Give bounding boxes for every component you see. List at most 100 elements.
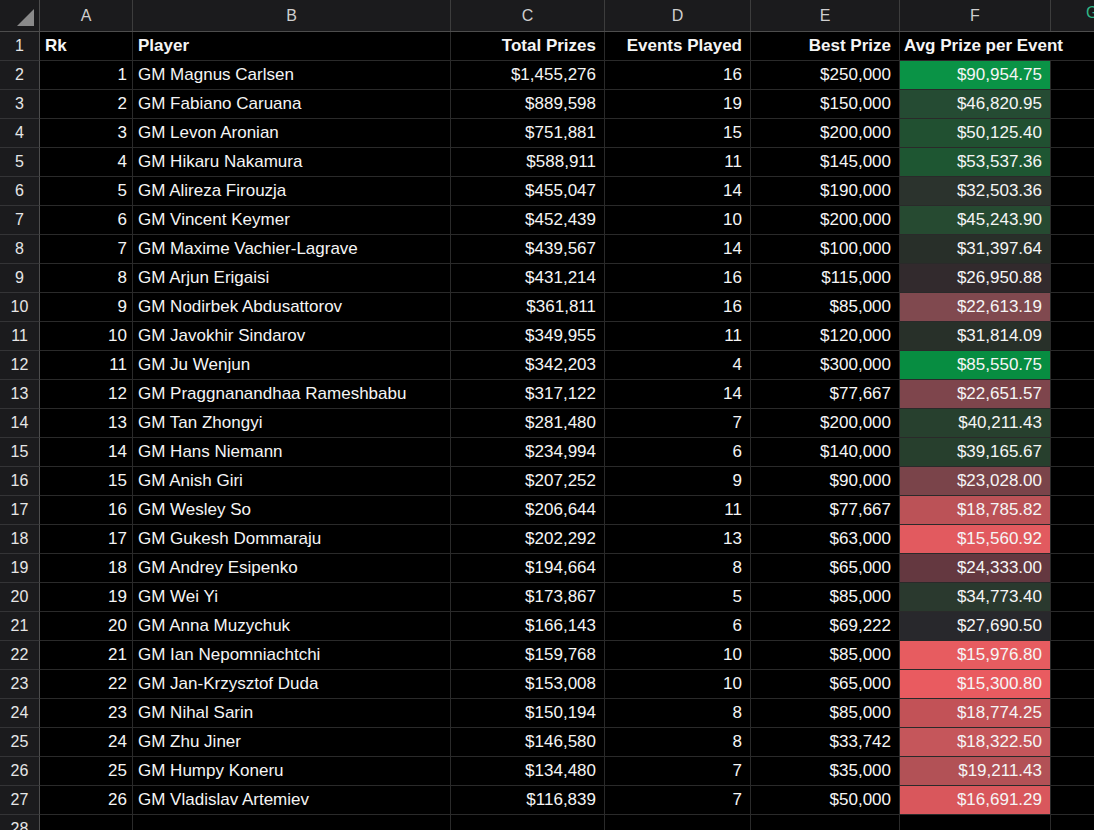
cell-avg-prize[interactable]: $24,333.00: [900, 554, 1051, 583]
cell-events-played[interactable]: 7: [605, 409, 751, 438]
cell-empty-g[interactable]: [1051, 148, 1094, 177]
cell-empty-g[interactable]: [1051, 757, 1094, 786]
cell-avg-prize[interactable]: $19,211.43: [900, 757, 1051, 786]
cell-events-played[interactable]: 10: [605, 206, 751, 235]
cell-player[interactable]: GM Zhu Jiner: [133, 728, 451, 757]
cell-avg-prize[interactable]: $15,560.92: [900, 525, 1051, 554]
cell-player[interactable]: GM Levon Aronian: [133, 119, 451, 148]
row-number[interactable]: 11: [0, 322, 40, 351]
cell-rank[interactable]: 16: [40, 496, 133, 525]
cell-avg-prize[interactable]: $18,785.82: [900, 496, 1051, 525]
cell-events-played[interactable]: 13: [605, 525, 751, 554]
cell-empty-g[interactable]: [1051, 554, 1094, 583]
cell-empty-g[interactable]: [1051, 322, 1094, 351]
cell-total-prizes[interactable]: $751,881: [451, 119, 605, 148]
cell-best-prize[interactable]: $69,222: [751, 612, 900, 641]
cell-total-prizes[interactable]: $194,664: [451, 554, 605, 583]
cell-best-prize[interactable]: $85,000: [751, 583, 900, 612]
cell-avg-prize[interactable]: $15,300.80: [900, 670, 1051, 699]
cell-player[interactable]: GM Hikaru Nakamura: [133, 148, 451, 177]
cell-avg-prize[interactable]: $26,950.88: [900, 264, 1051, 293]
cell-avg-prize[interactable]: $31,814.09: [900, 322, 1051, 351]
cell-player[interactable]: GM Wesley So: [133, 496, 451, 525]
row-number[interactable]: 10: [0, 293, 40, 322]
cell-total-prizes[interactable]: $173,867: [451, 583, 605, 612]
row-number[interactable]: 23: [0, 670, 40, 699]
cell-rank[interactable]: 17: [40, 525, 133, 554]
cell-events-played[interactable]: 19: [605, 90, 751, 119]
header-cell-total-prizes[interactable]: Total Prizes: [451, 32, 605, 61]
cell-total-prizes[interactable]: $455,047: [451, 177, 605, 206]
header-cell-best-prize[interactable]: Best Prize: [751, 32, 900, 61]
cell-total-prizes[interactable]: $1,455,276: [451, 61, 605, 90]
cell-avg-prize[interactable]: $16,691.29: [900, 786, 1051, 815]
cell-rank[interactable]: 5: [40, 177, 133, 206]
cell-events-played[interactable]: 4: [605, 351, 751, 380]
cell-events-played[interactable]: [605, 815, 751, 830]
cell-best-prize[interactable]: $63,000: [751, 525, 900, 554]
cell-player[interactable]: GM Humpy Koneru: [133, 757, 451, 786]
cell-empty-g[interactable]: [1051, 525, 1094, 554]
cell-best-prize[interactable]: $200,000: [751, 409, 900, 438]
cell-events-played[interactable]: 14: [605, 177, 751, 206]
cell-avg-prize[interactable]: $45,243.90: [900, 206, 1051, 235]
cell-events-played[interactable]: 8: [605, 554, 751, 583]
cell-empty-g[interactable]: [1051, 177, 1094, 206]
header-cell-avg-prize[interactable]: Avg Prize per Event: [900, 32, 1051, 61]
cell-best-prize[interactable]: $65,000: [751, 554, 900, 583]
cell-best-prize[interactable]: $90,000: [751, 467, 900, 496]
cell-rank[interactable]: 8: [40, 264, 133, 293]
cell-player[interactable]: GM Anna Muzychuk: [133, 612, 451, 641]
cell-best-prize[interactable]: $200,000: [751, 119, 900, 148]
cell-avg-prize[interactable]: $23,028.00: [900, 467, 1051, 496]
cell-best-prize[interactable]: $85,000: [751, 641, 900, 670]
cell-empty-g[interactable]: [1051, 815, 1094, 830]
cell-best-prize[interactable]: $190,000: [751, 177, 900, 206]
cell-best-prize[interactable]: $115,000: [751, 264, 900, 293]
cell-rank[interactable]: 20: [40, 612, 133, 641]
header-cell-rk[interactable]: Rk: [40, 32, 133, 61]
cell-avg-prize[interactable]: $22,613.19: [900, 293, 1051, 322]
cell-empty-g[interactable]: [1051, 438, 1094, 467]
cell-total-prizes[interactable]: $146,580: [451, 728, 605, 757]
cell-best-prize[interactable]: $250,000: [751, 61, 900, 90]
cell-rank[interactable]: 15: [40, 467, 133, 496]
cell-events-played[interactable]: 8: [605, 699, 751, 728]
cell-rank[interactable]: 7: [40, 235, 133, 264]
cell-rank[interactable]: 21: [40, 641, 133, 670]
cell-rank[interactable]: [40, 815, 133, 830]
cell-player[interactable]: GM Hans Niemann: [133, 438, 451, 467]
cell-avg-prize[interactable]: $50,125.40: [900, 119, 1051, 148]
cell-avg-prize[interactable]: $40,211.43: [900, 409, 1051, 438]
cell-best-prize[interactable]: $85,000: [751, 293, 900, 322]
cell-rank[interactable]: 14: [40, 438, 133, 467]
cell-total-prizes[interactable]: $452,439: [451, 206, 605, 235]
cell-player[interactable]: GM Ian Nepomniachtchi: [133, 641, 451, 670]
cell-rank[interactable]: 13: [40, 409, 133, 438]
row-number[interactable]: 4: [0, 119, 40, 148]
cell-rank[interactable]: 10: [40, 322, 133, 351]
cell-avg-prize[interactable]: $32,503.36: [900, 177, 1051, 206]
row-number[interactable]: 5: [0, 148, 40, 177]
cell-rank[interactable]: 11: [40, 351, 133, 380]
cell-player[interactable]: GM Wei Yi: [133, 583, 451, 612]
cell-empty-g[interactable]: [1051, 380, 1094, 409]
cell-total-prizes[interactable]: $889,598: [451, 90, 605, 119]
cell-best-prize[interactable]: $145,000: [751, 148, 900, 177]
cell-total-prizes[interactable]: [451, 815, 605, 830]
cell-events-played[interactable]: 6: [605, 438, 751, 467]
cell-total-prizes[interactable]: $349,955: [451, 322, 605, 351]
cell-best-prize[interactable]: $100,000: [751, 235, 900, 264]
cell-empty-g[interactable]: [1051, 641, 1094, 670]
cell-events-played[interactable]: 9: [605, 467, 751, 496]
cell-total-prizes[interactable]: $116,839: [451, 786, 605, 815]
cell-rank[interactable]: 12: [40, 380, 133, 409]
cell-player[interactable]: GM Praggnanandhaa Rameshbabu: [133, 380, 451, 409]
cell-total-prizes[interactable]: $342,203: [451, 351, 605, 380]
cell-total-prizes[interactable]: $202,292: [451, 525, 605, 554]
cell-events-played[interactable]: 8: [605, 728, 751, 757]
cell-empty-g[interactable]: [1051, 467, 1094, 496]
cell-events-played[interactable]: 16: [605, 264, 751, 293]
cell-best-prize[interactable]: $200,000: [751, 206, 900, 235]
cell-player[interactable]: GM Maxime Vachier-Lagrave: [133, 235, 451, 264]
